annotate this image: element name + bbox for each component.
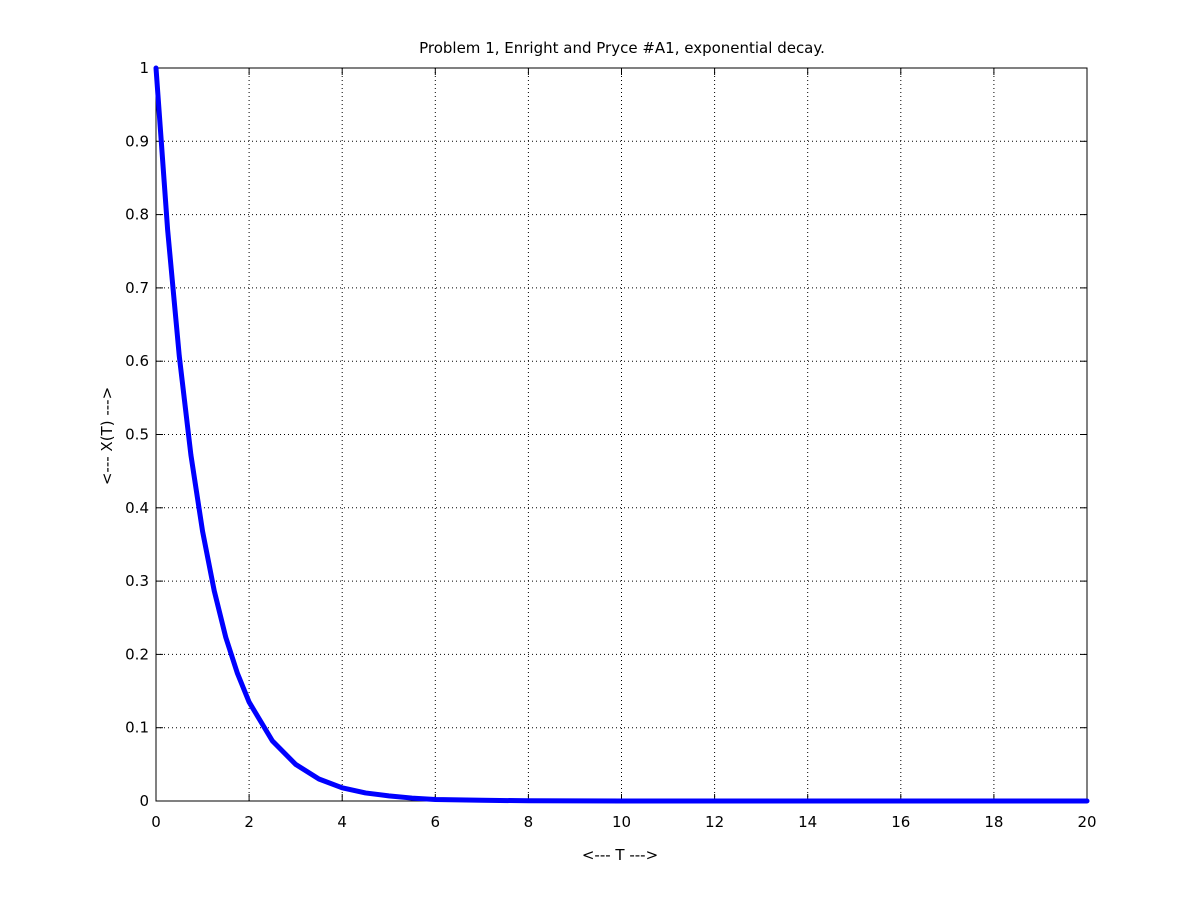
- x-axis-label: <--- T --->: [582, 846, 658, 864]
- x-tick-label: 14: [798, 813, 817, 831]
- x-tick-label: 12: [705, 813, 724, 831]
- x-tick-label: 2: [244, 813, 254, 831]
- plot-area: 0 2 4 6 8 10 12 14 16 18 20 0 0.1 0.2 0.3 0.4 0.5 0.6 0.7 0…: [125, 59, 1096, 831]
- y-tick-label: 1: [139, 59, 149, 77]
- y-tick-label: 0: [139, 792, 149, 810]
- y-tick-label: 0.3: [125, 572, 149, 590]
- y-tick-label: 0.9: [125, 132, 149, 150]
- series-line: [153, 65, 1090, 804]
- y-tick-label: 0.1: [125, 719, 149, 737]
- x-tick-label: 18: [984, 813, 1003, 831]
- chart-title: Problem 1, Enright and Pryce #A1, expone…: [419, 39, 825, 57]
- y-tick-label: 0.4: [125, 499, 149, 517]
- x-tick-label: 10: [612, 813, 631, 831]
- x-tick-label: 6: [431, 813, 441, 831]
- y-axis-label: <--- X(T) --->: [98, 387, 116, 485]
- y-tick-label: 0.8: [125, 206, 149, 224]
- y-tick-label: 0.2: [125, 645, 149, 663]
- x-tick-label: 0: [151, 813, 161, 831]
- x-tick-label: 4: [337, 813, 347, 831]
- x-tick-label: 8: [524, 813, 534, 831]
- x-tick-label: 16: [891, 813, 910, 831]
- y-tick-label: 0.5: [125, 426, 149, 444]
- x-tick-label: 20: [1077, 813, 1096, 831]
- y-tick-label: 0.6: [125, 352, 149, 370]
- y-tick-label: 0.7: [125, 279, 149, 297]
